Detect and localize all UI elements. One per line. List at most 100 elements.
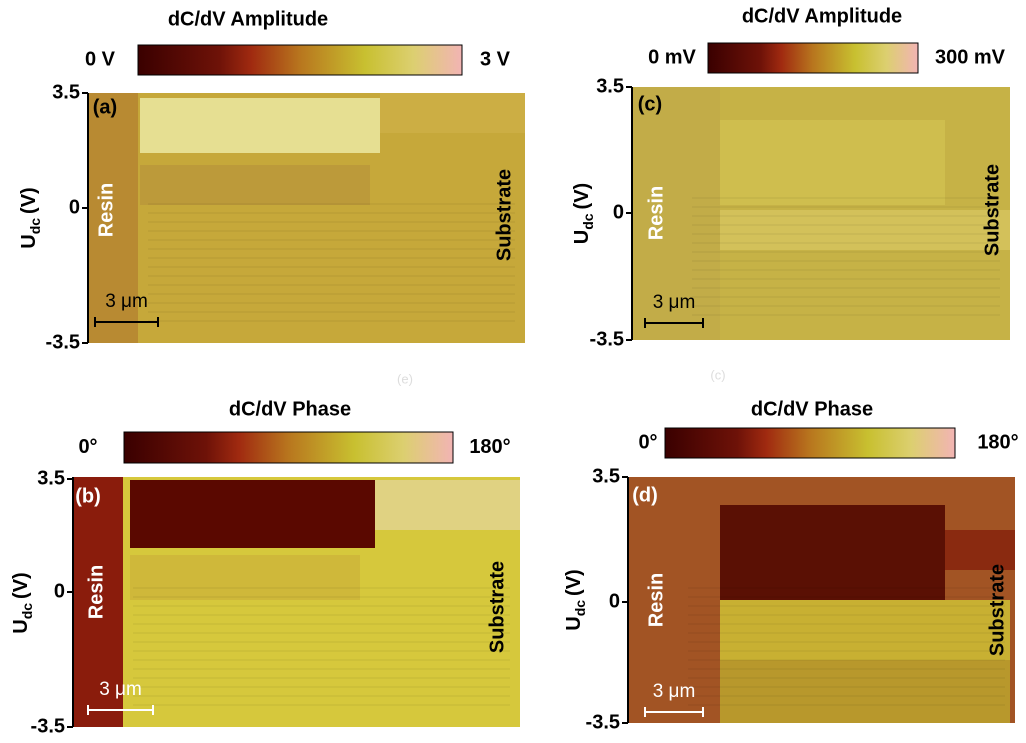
image-streak [133,650,510,652]
panel-label: (c) [638,93,662,115]
image-region [720,660,1010,723]
image-streak [148,293,515,295]
image-streak [148,320,515,322]
ghost-label: (e) [397,371,413,386]
y-label-unit: (V) [18,187,40,214]
region-label: Resin [645,186,667,240]
colorbar [707,42,919,74]
panel: dC/dV Amplitude 0 V 3 V 3.5 0 -3.5 Udc (V) (a) Re… [18,8,525,353]
image-streak [148,275,515,277]
panel-label: (b) [75,485,101,507]
image-streak [688,704,1005,706]
image-streak [133,704,510,706]
y-label-unit: (V) [10,572,32,599]
image-streak [148,284,515,286]
image-region [140,165,370,205]
y-tick-label: 0 [613,201,624,223]
scale-bar-label: 3 μm [653,681,696,702]
panel: dC/dV Amplitude 0 mV 300 mV 3.5 0 -3.5 Udc (V) (… [571,5,1010,350]
image-streak [133,695,510,697]
colorbar-min: 0 V [85,48,116,70]
image-region [73,477,123,727]
image-streak [692,296,1000,298]
image-streak [148,248,515,250]
y-label-unit: (V) [563,569,585,596]
image-region [130,555,360,600]
colorbar [664,427,956,459]
y-label-symbol: U [18,234,40,248]
image-streak [148,239,515,241]
image-streak [148,311,515,313]
colorbar [137,44,463,76]
region-label: Resin [85,565,107,619]
colorbar-title: dC/dV Amplitude [742,5,902,27]
image-region [720,120,945,205]
y-axis-label: Udc (V) [563,569,587,630]
image-streak [692,197,1000,199]
ghost-label: (c) [710,367,725,382]
image-streak [692,260,1000,262]
image-streak [692,233,1000,235]
image-streak [688,596,1005,598]
scale-bar-label: 3 μm [653,292,696,313]
image-streak [133,641,510,643]
colorbar-title: dC/dV Phase [751,398,873,420]
y-tick-label: 0 [609,590,620,612]
image-region [632,87,720,340]
colorbar-title: dC/dV Amplitude [168,8,328,30]
y-label-symbol: U [571,230,593,244]
image-streak [688,659,1005,661]
image-streak [688,605,1005,607]
image-streak [133,623,510,625]
colorbar-max: 3 V [480,48,511,70]
image-streak [133,659,510,661]
image-streak [688,632,1005,634]
colorbar-min: 0° [638,431,657,453]
image-streak [148,212,515,214]
image-streak [692,314,1000,316]
image-streak [692,305,1000,307]
region-label: Substrate [986,564,1008,656]
colorbar [123,431,454,464]
image-streak [692,215,1000,217]
y-label-symbol: U [563,616,585,630]
image-streak [133,686,510,688]
y-tick-label: 0 [54,580,65,602]
image-streak [148,302,515,304]
image-streak [133,605,510,607]
region-label: Resin [645,573,667,627]
region-label: Substrate [981,164,1003,256]
image-streak [148,221,515,223]
image-streak [688,587,1005,589]
region-label: Substrate [493,169,515,261]
image-streak [692,251,1000,253]
image-streak [688,668,1005,670]
image-streak [148,230,515,232]
image-streak [148,203,515,205]
panel-label: (a) [93,96,117,118]
image-streak [688,650,1005,652]
image-region [720,210,1010,250]
y-label-subscript: dc [572,600,588,617]
y-label-unit: (V) [571,183,593,210]
colorbar-max: 300 mV [935,46,1006,68]
image-streak [692,278,1000,280]
image-streak [688,623,1005,625]
image-region [380,93,525,133]
y-tick-label: -3.5 [31,715,65,737]
region-label: Substrate [486,561,508,653]
image-streak [688,695,1005,697]
image-streak [692,242,1000,244]
scale-bar-label: 3 μm [99,679,142,700]
image-streak [692,224,1000,226]
region-label: Resin [95,183,117,237]
image-region [88,93,138,343]
y-label-subscript: dc [19,603,35,620]
y-label-subscript: dc [580,213,596,230]
panel: dC/dV Phase 0° 180° 3.5 0 -3.5 Udc (V) (d) Resin S… [563,398,1018,733]
image-region [375,480,520,530]
panel-label: (d) [632,484,658,506]
scale-bar-label: 3 μm [105,291,148,312]
image-streak [688,641,1005,643]
colorbar-min: 0 mV [648,46,696,68]
